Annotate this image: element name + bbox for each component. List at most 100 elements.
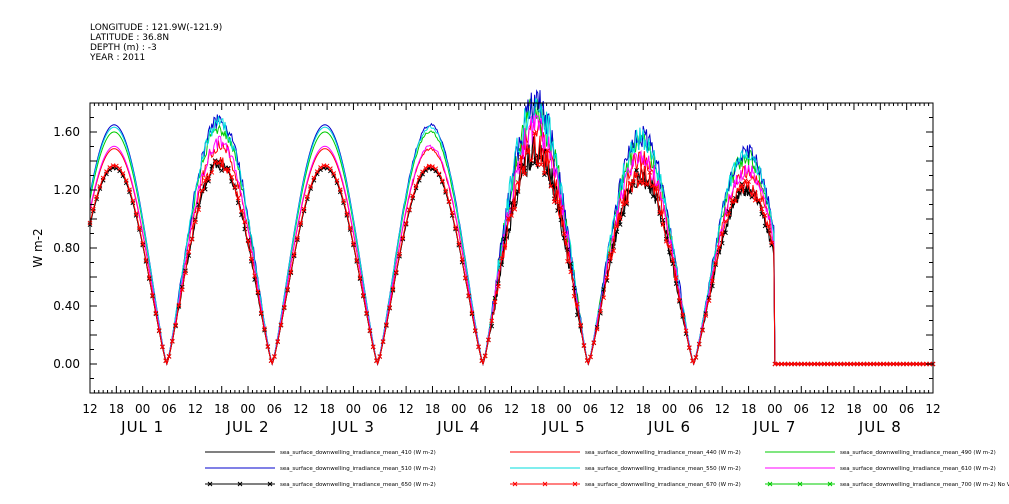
legend-label: sea_surface_downwelling_irradiance_mean_… [840, 450, 996, 456]
date-label: JUL 3 [331, 418, 375, 436]
series-marker [667, 243, 672, 249]
series-marker [683, 328, 689, 334]
series-line [89, 98, 933, 366]
series-marker [644, 182, 649, 188]
metadata-year: YEAR : 2011 [89, 53, 145, 63]
series-marker [420, 169, 425, 175]
series-marker [558, 217, 564, 223]
series-marker [673, 275, 679, 280]
legend-label: sea_surface_downwelling_irradiance_mean_… [840, 482, 1009, 488]
series-line [89, 136, 933, 366]
series-marker [614, 223, 620, 229]
series-marker [696, 341, 702, 347]
series-marker [660, 222, 666, 227]
series-marker [542, 170, 547, 176]
series-marker [360, 292, 366, 298]
series-marker [351, 241, 356, 246]
series-marker [591, 340, 597, 345]
x-tick-label: 18 [741, 402, 756, 416]
series-marker [397, 251, 402, 257]
series-marker [258, 310, 264, 316]
series-marker [337, 187, 343, 193]
legend-marker [237, 481, 243, 487]
series-marker [239, 208, 244, 214]
series-marker [759, 206, 765, 212]
series-marker [519, 154, 524, 160]
date-label: JUL 2 [226, 418, 270, 436]
series-marker [179, 287, 185, 293]
metadata-latitude: LATITUDE : 36.8N [90, 33, 169, 43]
x-tick-label: 06 [688, 402, 703, 416]
series-marker [713, 260, 719, 266]
series-marker [202, 186, 208, 192]
series-marker [568, 269, 574, 275]
series-marker [146, 275, 152, 280]
x-tick-label: 06 [899, 402, 914, 416]
series-marker [598, 309, 603, 314]
series-marker [295, 235, 300, 241]
series-marker [199, 188, 205, 193]
legend-marker [207, 481, 213, 487]
series-marker [723, 218, 728, 224]
series-marker [627, 181, 633, 186]
series-marker [430, 164, 435, 169]
legend-label: sea_surface_downwelling_irradiance_mean_… [585, 450, 741, 456]
series-marker [232, 184, 238, 190]
series-marker [769, 240, 774, 246]
series-marker [275, 339, 281, 344]
date-label: JUL 4 [436, 418, 480, 436]
series-marker [153, 310, 159, 316]
series-marker [291, 252, 297, 257]
series-marker [377, 354, 383, 359]
series-marker [393, 269, 399, 275]
x-tick-label: 00 [346, 402, 361, 416]
series-marker [746, 179, 751, 185]
x-tick-label: 06 [161, 402, 176, 416]
metadata-header: LONGITUDE : 121.9W(-121.9) LATITUDE : 36… [89, 23, 222, 63]
series-marker [183, 270, 188, 276]
series-marker [265, 344, 271, 349]
series-marker [196, 207, 202, 212]
series-marker [387, 305, 393, 310]
legend-marker [542, 481, 548, 487]
series-marker [229, 174, 234, 180]
series-marker [196, 202, 202, 208]
series-marker [469, 310, 475, 316]
series-marker [97, 184, 103, 189]
series-marker [466, 293, 472, 298]
legend: sea_surface_downwelling_irradiance_mean_… [205, 450, 1009, 488]
series-marker [617, 216, 623, 221]
series-marker [245, 238, 251, 244]
series-marker [341, 198, 346, 204]
legend-marker [267, 481, 273, 487]
y-axis-label: W m-2 [31, 228, 45, 267]
x-tick-label: 12 [188, 402, 203, 416]
x-tick-label: 18 [109, 402, 124, 416]
series-marker [555, 199, 560, 205]
series-marker [611, 248, 616, 254]
series-marker [374, 358, 379, 364]
series-marker [137, 225, 142, 231]
series-marker [522, 171, 528, 177]
series-marker [380, 339, 386, 344]
series-marker [443, 188, 448, 194]
series-marker [344, 211, 350, 216]
series-marker [364, 310, 369, 316]
series-marker [400, 235, 406, 241]
series-marker [594, 326, 600, 332]
series-marker [565, 258, 570, 264]
series-marker [575, 301, 580, 307]
series-marker [756, 197, 761, 203]
series-marker [459, 257, 465, 262]
series-marker [670, 258, 676, 263]
x-tick-label: 06 [267, 402, 282, 416]
plot-frame [89, 102, 934, 394]
series-marker [416, 175, 422, 180]
x-tick-label: 06 [372, 402, 387, 416]
series-marker [542, 172, 547, 178]
series-marker [262, 326, 267, 332]
series-marker [127, 187, 132, 193]
x-tick-label: 00 [240, 402, 255, 416]
series-marker [439, 178, 445, 184]
